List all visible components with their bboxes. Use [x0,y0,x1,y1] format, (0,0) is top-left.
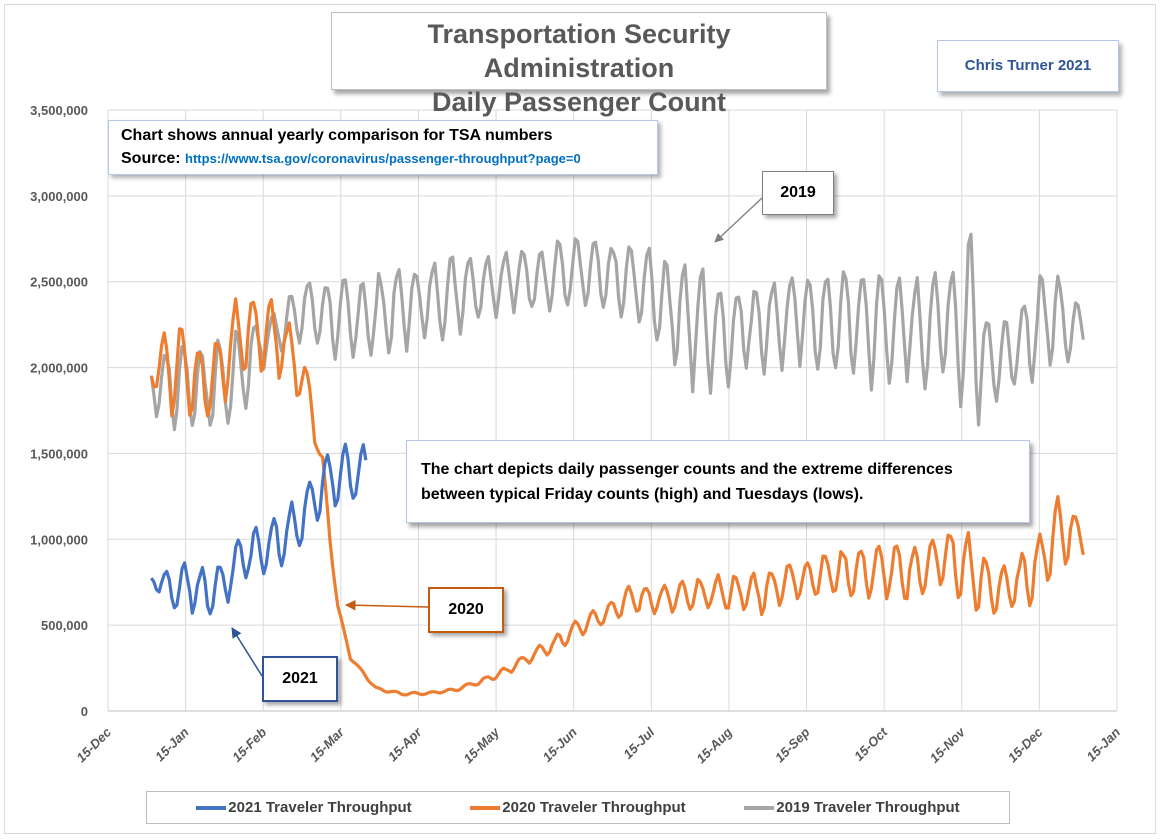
legend-label-2019: 2019 Traveler Throughput [776,799,960,816]
y-tick-label: 3,000,000 [30,189,88,204]
x-tick-label: 15-Dec [1005,724,1046,765]
legend-label-2021: 2021 Traveler Throughput [228,799,412,816]
series-line-2020 [149,297,1085,697]
y-tick-label: 0 [81,704,88,719]
x-tick-label: 15-Nov [927,724,969,766]
series-line-2019 [149,232,1085,431]
x-tick-label: 15-Feb [229,724,269,764]
legend-item-2020[interactable]: 2020 Traveler Throughput [470,799,686,816]
annotation-label-2021: 2021 [262,656,338,702]
source-description: Chart shows annual yearly comparison for… [121,127,553,144]
chart-title-line-2: Daily Passenger Count [431,87,727,117]
annotation-arrows [231,197,763,677]
arrow-2019 [714,197,763,243]
source-link[interactable]: https://www.tsa.gov/coronavirus/passenge… [185,151,581,166]
x-tick-label: 15-May [460,724,502,766]
note-line-1: The chart depicts daily passenger counts… [421,461,953,478]
legend-swatch-2021 [196,805,227,810]
legend-swatch-2019 [744,805,775,810]
note-textbox: The chart depicts daily passenger counts… [406,440,1030,523]
arrow-2021 [231,627,263,677]
note-line-2: between typical Friday counts (high) and… [421,486,864,503]
series-line-2021 [150,442,368,616]
series-layer [149,232,1085,697]
x-tick-label: 15-Jul [620,724,657,761]
y-tick-label: 500,000 [41,618,88,633]
annotation-label-2019: 2019 [762,171,834,215]
y-axis-ticks: 0 500,000 1,000,000 1,500,000 2,000,000 2,500… [30,103,88,719]
y-tick-label: 2,500,000 [30,275,88,290]
x-tick-label: 15-Jan [1083,724,1123,764]
source-textbox: Chart shows annual yearly comparison for… [108,120,658,175]
x-tick-label: 15-Jan [152,724,192,764]
legend-swatch-2020 [470,805,501,810]
annotation-label-2020: 2020 [428,587,504,633]
author-label: Chris Turner 2021 [937,40,1119,92]
y-tick-label: 2,000,000 [30,361,88,376]
legend-item-2019[interactable]: 2019 Traveler Throughput [744,799,960,816]
x-tick-label: 15-Mar [307,724,348,765]
y-tick-label: 3,500,000 [30,103,88,118]
y-tick-label: 1,500,000 [30,446,88,461]
y-tick-label: 1,000,000 [30,532,88,547]
chart-title: Transportation Security Administration D… [331,12,827,117]
chart-title-line-1: Transportation Security Administration [427,19,731,83]
x-tick-label: 15-Sep [772,724,813,765]
x-tick-label: 15-Jun [540,724,580,764]
legend: 2021 Traveler Throughput 2020 Traveler T… [146,791,1010,824]
arrow-2020 [344,599,429,611]
legend-label-2020: 2020 Traveler Throughput [502,799,686,816]
x-tick-label: 15-Apr [385,724,425,764]
x-tick-label: 15-Dec [73,724,114,765]
x-tick-label: 15-Aug [693,724,735,766]
source-label: Source: [121,150,181,167]
gridlines [107,109,1118,712]
source-line: Source: https://www.tsa.gov/coronavirus/… [121,148,657,170]
x-tick-label: 15-Oct [851,724,891,764]
x-axis-ticks: 15-Dec 15-Jan 15-Feb 15-Mar 15-Apr 15-May 15-J… [73,724,1123,766]
legend-item-2021[interactable]: 2021 Traveler Throughput [196,799,412,816]
